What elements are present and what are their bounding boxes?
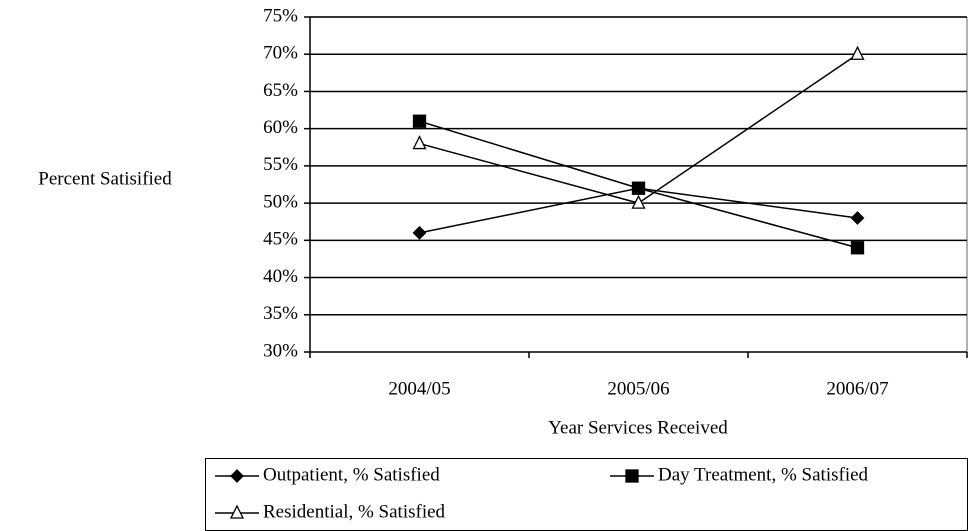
data-point [850,241,865,255]
data-point [850,211,865,225]
data-point [850,45,865,60]
data-point [412,225,427,240]
y-tick-label: 70% [263,43,298,64]
y-tick-label: 60% [263,117,298,138]
y-tick-label: 30% [263,340,298,361]
y-tick-label: 40% [263,266,298,287]
y-tick-label: 55% [263,154,298,175]
y-tick-label: 45% [263,229,298,250]
legend-marker [230,469,244,483]
y-tick-label: 35% [263,303,298,324]
x-tick-label: 2004/05 [388,378,450,399]
x-tick-label: 2005/06 [607,378,669,399]
y-tick-label: 75% [263,5,298,26]
legend-marker [229,504,245,519]
x-tick-label: 2006/07 [826,378,888,399]
y-tick-label: 50% [263,191,298,212]
legend-label: Residential, % Satisfied [263,501,446,522]
data-point [631,194,646,209]
data-point [412,135,427,150]
x-axis-label: Year Services Received [548,417,728,438]
legend-label: Outpatient, % Satisfied [263,464,440,485]
y-axis-label: Percent Satisified [38,168,172,189]
legend-label: Day Treatment, % Satisfied [658,464,869,485]
y-tick-label: 65% [263,80,298,101]
legend-marker [625,469,639,483]
data-point [631,181,646,195]
data-point [412,114,427,128]
